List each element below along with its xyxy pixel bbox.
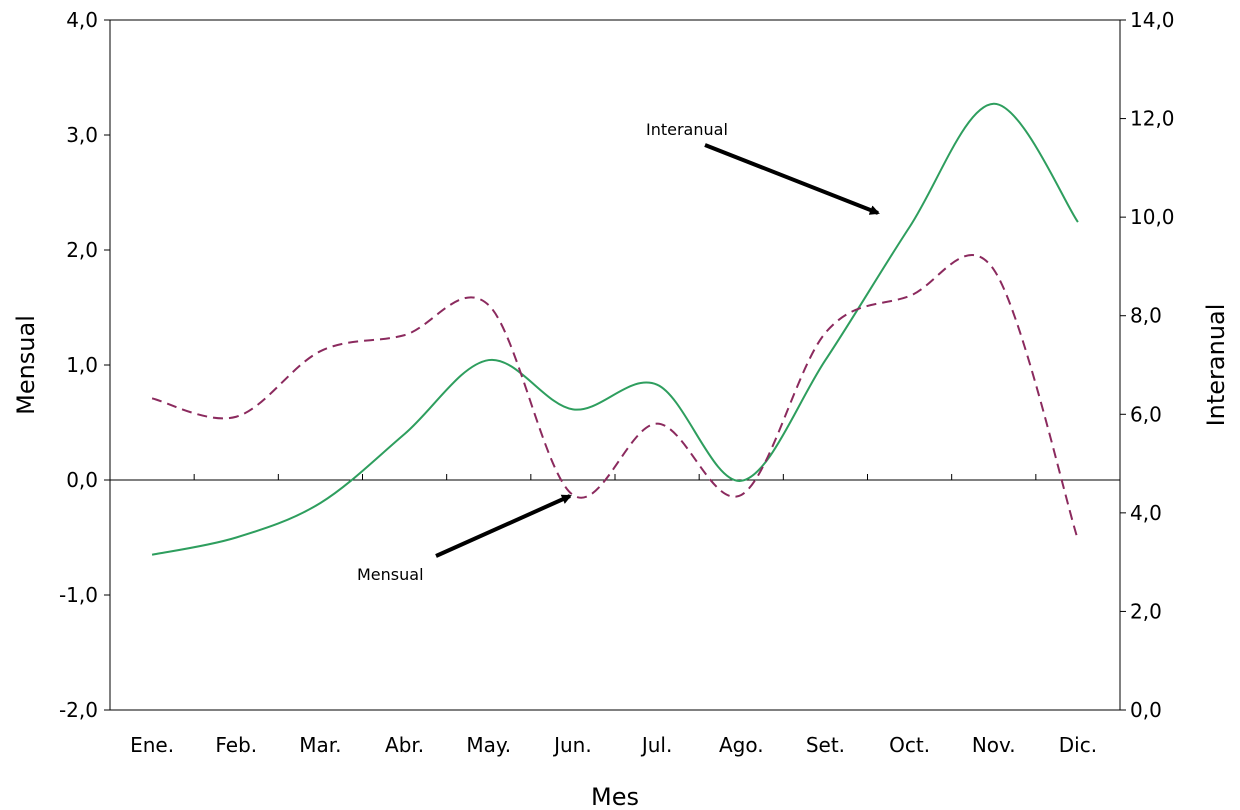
y-left-tick-label: 0,0 <box>66 468 98 492</box>
y-left-tick-label: 1,0 <box>66 353 98 377</box>
y-right-tick-label: 4,0 <box>1130 501 1162 525</box>
y-right-tick-label: 12,0 <box>1130 107 1175 131</box>
y-right-tick-label: 0,0 <box>1130 698 1162 722</box>
x-tick-label: May. <box>466 733 511 757</box>
y-left-tick-label: 4,0 <box>66 8 98 32</box>
y-left-tick-label: -2,0 <box>59 698 98 722</box>
interanual-arrow <box>704 143 880 215</box>
mensual-line <box>151 254 1079 541</box>
y-left-tick-label: 3,0 <box>66 123 98 147</box>
y-right-tick-label: 14,0 <box>1130 8 1175 32</box>
x-title: Mes <box>591 783 639 810</box>
x-tick-label: Ene. <box>130 733 174 757</box>
x-tick-label: Set. <box>806 733 845 757</box>
x-tick-label: Jul. <box>640 733 673 757</box>
x-tick-label: Ago. <box>719 733 764 757</box>
right-axis: 0,0 2,0 4,0 6,0 8,0 10,0 12,0 14,0 <box>1120 8 1175 722</box>
x-tick-label: Nov. <box>972 733 1016 757</box>
left-axis: -2,0 -1,0 0,0 1,0 2,0 3,0 4,0 <box>59 8 110 722</box>
y-left-tick-label: 2,0 <box>66 238 98 262</box>
y-right-title: Interanual <box>1202 304 1230 427</box>
mensual-annotation: Mensual <box>357 565 424 584</box>
plot-area <box>109 19 1121 711</box>
interanual-annotation: Interanual <box>646 120 728 139</box>
interanual-line <box>151 102 1079 556</box>
y-right-tick-label: 10,0 <box>1130 205 1175 229</box>
x-tick-label: Feb. <box>215 733 257 757</box>
x-tick-label: Abr. <box>385 733 424 757</box>
y-left-title: Mensual <box>12 315 40 415</box>
x-axis: Ene. Feb. Mar. Abr. May. Jun. Jul. Ago. Set. Oct.… <box>130 474 1097 757</box>
y-right-tick-label: 2,0 <box>1130 599 1162 623</box>
x-tick-label: Oct. <box>889 733 930 757</box>
y-right-tick-label: 6,0 <box>1130 402 1162 426</box>
x-tick-label: Jun. <box>552 733 592 757</box>
x-tick-label: Dic. <box>1059 733 1097 757</box>
y-left-tick-label: -1,0 <box>59 583 98 607</box>
x-tick-label: Mar. <box>299 733 341 757</box>
y-right-tick-label: 8,0 <box>1130 304 1162 328</box>
mensual-arrow <box>435 494 572 558</box>
